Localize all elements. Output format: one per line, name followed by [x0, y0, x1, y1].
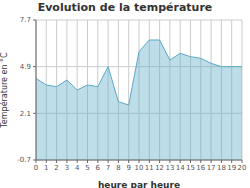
svg-text:6: 6 — [96, 164, 101, 172]
html-text:Evolution de la température: Evolution de la température — [37, 1, 213, 14]
svg-text:11: 11 — [145, 164, 154, 172]
svg-text:9: 9 — [126, 164, 130, 172]
svg-text:heure par heure: heure par heure — [98, 180, 180, 188]
svg-text:7.7: 7.7 — [20, 16, 31, 24]
svg-text:19: 19 — [227, 164, 236, 172]
svg-text:15: 15 — [186, 164, 195, 172]
svg-text:10: 10 — [135, 164, 144, 172]
svg-text:5: 5 — [85, 164, 89, 172]
svg-text:1: 1 — [44, 164, 48, 172]
svg-text:3: 3 — [65, 164, 69, 172]
svg-text:16: 16 — [196, 164, 205, 172]
svg-text:12: 12 — [155, 164, 164, 172]
svg-text:Température en °C: Température en °C — [8, 52, 9, 129]
svg-text:4.9: 4.9 — [20, 63, 31, 71]
svg-text:0: 0 — [34, 164, 38, 172]
svg-text:2: 2 — [54, 164, 58, 172]
svg-text:13: 13 — [165, 164, 174, 172]
svg-text:14: 14 — [176, 164, 185, 172]
svg-text:20: 20 — [238, 164, 242, 172]
svg-text:4: 4 — [75, 164, 80, 172]
svg-text:7: 7 — [106, 164, 110, 172]
svg-text:18: 18 — [217, 164, 226, 172]
svg-text:2.1: 2.1 — [20, 110, 31, 118]
svg-text:8: 8 — [116, 164, 120, 172]
svg-text:-0.7: -0.7 — [17, 156, 31, 164]
svg-text:17: 17 — [207, 164, 216, 172]
